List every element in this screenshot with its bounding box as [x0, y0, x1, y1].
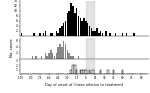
Bar: [81, 21, 83, 36]
Bar: [61, 47, 63, 59]
Bar: [50, 33, 52, 36]
Bar: [65, 21, 66, 36]
Bar: [56, 53, 57, 59]
Bar: [92, 31, 94, 36]
Bar: [35, 56, 37, 59]
Bar: [86, 1, 94, 36]
Bar: [78, 56, 79, 59]
Bar: [86, 38, 94, 59]
Bar: [52, 33, 53, 36]
Bar: [52, 53, 53, 59]
Bar: [43, 33, 44, 36]
Bar: [72, 65, 74, 74]
Bar: [72, 6, 74, 36]
Bar: [89, 26, 90, 36]
Bar: [69, 53, 70, 59]
Bar: [63, 23, 64, 36]
Bar: [115, 33, 116, 36]
Bar: [50, 50, 52, 59]
Bar: [100, 70, 101, 74]
Bar: [33, 33, 35, 36]
Bar: [59, 44, 61, 59]
Bar: [32, 56, 33, 59]
Bar: [126, 33, 127, 36]
Y-axis label: No. cases: No. cases: [10, 39, 14, 57]
Bar: [102, 33, 103, 36]
Bar: [107, 70, 109, 74]
Bar: [86, 60, 94, 74]
Bar: [63, 41, 64, 59]
Bar: [45, 53, 46, 59]
Bar: [76, 70, 77, 74]
Bar: [80, 18, 81, 36]
Bar: [98, 33, 99, 36]
Bar: [74, 13, 76, 36]
Bar: [74, 65, 76, 74]
Bar: [59, 28, 61, 36]
Bar: [109, 33, 111, 36]
Bar: [91, 28, 92, 36]
Bar: [87, 23, 88, 36]
Bar: [133, 33, 135, 36]
Bar: [56, 31, 57, 36]
Bar: [83, 70, 85, 74]
Bar: [70, 70, 72, 74]
X-axis label: Day of onset of illness relative to treatment: Day of onset of illness relative to trea…: [45, 83, 123, 87]
Bar: [83, 18, 85, 36]
Bar: [67, 13, 68, 36]
Bar: [81, 70, 83, 74]
Bar: [67, 50, 68, 59]
Bar: [80, 70, 81, 74]
Bar: [57, 33, 59, 36]
Bar: [85, 70, 87, 74]
Bar: [45, 31, 46, 36]
Bar: [65, 44, 66, 59]
Bar: [76, 8, 77, 36]
Bar: [105, 31, 107, 36]
Bar: [69, 11, 70, 36]
Bar: [61, 26, 63, 36]
Bar: [85, 21, 87, 36]
Bar: [70, 56, 72, 59]
Bar: [41, 56, 42, 59]
Bar: [113, 70, 114, 74]
Bar: [48, 53, 50, 59]
Bar: [54, 56, 55, 59]
Bar: [57, 47, 59, 59]
Bar: [100, 31, 101, 36]
Bar: [46, 56, 48, 59]
Bar: [70, 3, 72, 36]
Bar: [39, 33, 40, 36]
Bar: [78, 16, 79, 36]
Bar: [122, 33, 123, 36]
Bar: [72, 56, 74, 59]
Bar: [96, 28, 98, 36]
Bar: [94, 31, 96, 36]
Bar: [21, 33, 22, 36]
Bar: [89, 70, 90, 74]
Bar: [92, 70, 94, 74]
Bar: [122, 70, 123, 74]
